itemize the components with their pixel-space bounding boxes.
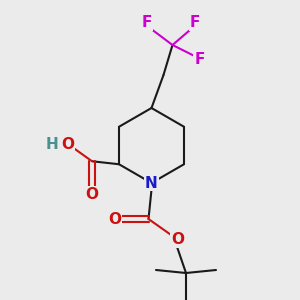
Text: O: O [85, 187, 98, 202]
Text: O: O [171, 232, 184, 247]
Text: F: F [194, 52, 205, 67]
Text: O: O [108, 212, 122, 226]
Text: O: O [61, 137, 74, 152]
Text: F: F [142, 15, 152, 30]
Text: F: F [190, 15, 200, 30]
Text: H: H [45, 137, 58, 152]
Text: N: N [145, 176, 158, 190]
